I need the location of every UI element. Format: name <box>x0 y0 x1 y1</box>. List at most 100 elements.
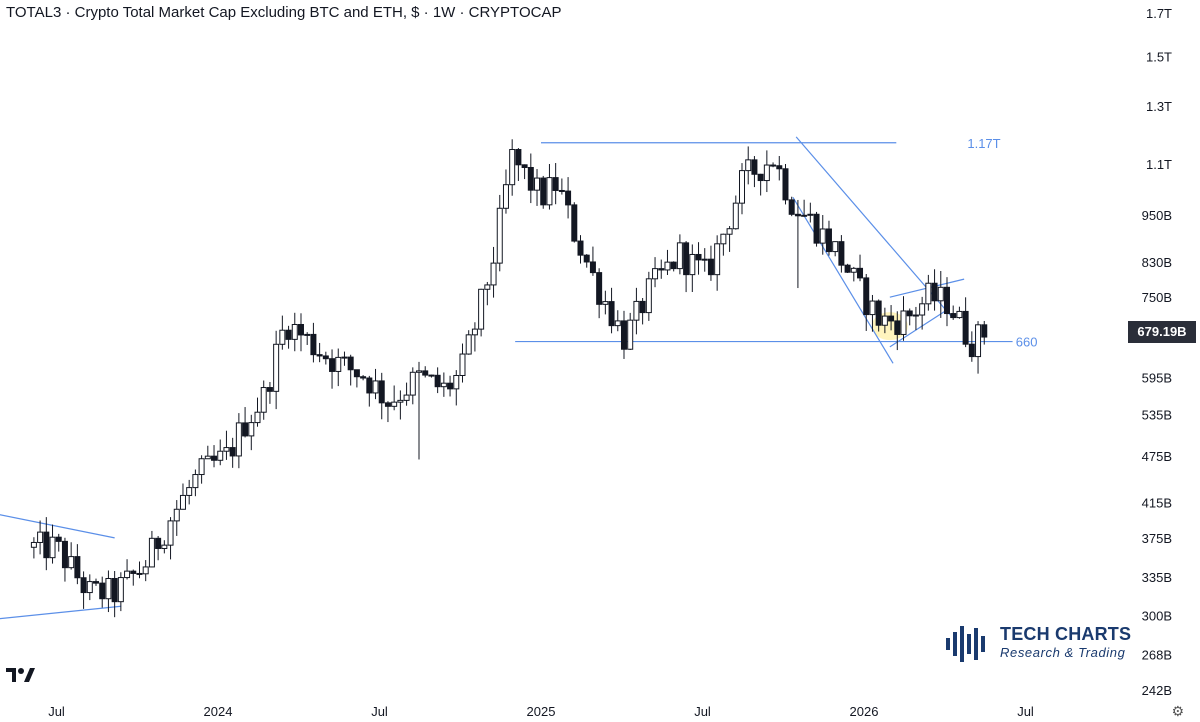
y-tick-label: 1.7T <box>1146 6 1172 21</box>
candle-down <box>55 536 62 542</box>
candle-down <box>329 358 336 372</box>
tradingview-logo-icon <box>6 668 35 682</box>
candle-up <box>745 159 752 172</box>
candle-up <box>198 458 205 476</box>
x-tick-label: Jul <box>48 704 65 719</box>
candle-up <box>124 570 131 579</box>
candle-up <box>248 422 255 437</box>
candle-down <box>962 310 969 345</box>
trendline <box>0 605 122 620</box>
candle-down <box>384 402 391 407</box>
candle-down <box>447 382 454 390</box>
candle-down <box>378 380 385 404</box>
candle-up <box>161 544 168 549</box>
candle-up <box>975 324 982 358</box>
candle-down <box>130 570 137 574</box>
candle-down <box>838 241 845 266</box>
candle-down <box>968 343 975 358</box>
candle-up <box>372 380 379 394</box>
candle-up <box>627 319 634 350</box>
candle-down <box>93 581 100 584</box>
candle-up <box>186 487 193 496</box>
candle-up <box>49 536 56 559</box>
candle-up <box>440 382 447 388</box>
candle-down <box>608 301 615 327</box>
candle-up <box>279 329 286 345</box>
candle-up <box>881 315 888 326</box>
candle-up <box>689 253 696 276</box>
y-tick-label: 375B <box>1142 531 1172 546</box>
x-tick-label: 2025 <box>527 704 556 719</box>
candle-up <box>304 333 311 336</box>
candle-up <box>509 149 516 186</box>
candle-down <box>782 168 789 201</box>
current-price-label: 679.19B <box>1128 320 1196 343</box>
y-tick-label: 535B <box>1142 407 1172 422</box>
candle-down <box>229 447 236 457</box>
candle-down <box>577 240 584 256</box>
candle-down <box>857 267 864 279</box>
y-tick-label: 950B <box>1142 208 1172 223</box>
candle-down <box>931 282 938 302</box>
candle-up <box>676 242 683 270</box>
candle-down <box>360 376 367 379</box>
candle-up <box>30 541 37 548</box>
candle-up <box>453 374 460 390</box>
price-annotation: 1.17T <box>967 136 1000 151</box>
candle-down <box>434 374 441 388</box>
candle-up <box>807 213 814 216</box>
candle-up <box>416 370 423 373</box>
candle-down <box>589 261 596 274</box>
gear-icon[interactable]: ⚙ <box>1171 703 1184 719</box>
candle-up <box>403 394 410 401</box>
candle-down <box>788 199 795 215</box>
candle-down <box>950 313 957 319</box>
candle-down <box>316 354 323 357</box>
candle-up <box>546 177 553 206</box>
y-tick-label: 750B <box>1142 290 1172 305</box>
candle-up <box>925 282 932 305</box>
y-tick-label: 1.5T <box>1146 49 1172 64</box>
trendline <box>889 310 946 348</box>
candle-up <box>801 214 808 217</box>
candle-down <box>695 253 702 261</box>
candle-up <box>633 300 640 321</box>
candle-down <box>527 166 534 191</box>
candle-down <box>43 531 50 559</box>
candle-down <box>813 213 820 244</box>
y-axis: 1.7T 1.5T 1.3T 1.1T 950B 830B 750B 595B 535B 475B… <box>1142 6 1172 698</box>
x-tick-label: Jul <box>371 704 388 719</box>
candle-down <box>825 228 832 253</box>
candle-down <box>639 300 646 314</box>
candle-up <box>335 356 342 372</box>
candle-down <box>558 189 565 192</box>
candle-up <box>720 233 727 245</box>
candle-up <box>142 566 149 575</box>
candle-up <box>397 399 404 403</box>
candle-up <box>478 288 485 330</box>
candle-down <box>428 374 435 377</box>
candle-up <box>819 228 826 244</box>
candle-down <box>211 455 218 461</box>
candle-down <box>310 333 317 356</box>
candle-up <box>614 320 621 327</box>
y-tick-label: 1.1T <box>1146 157 1172 172</box>
x-tick-label: Jul <box>1017 704 1034 719</box>
tradingview-logo[interactable] <box>6 664 36 690</box>
candle-up <box>869 300 876 316</box>
candle-up <box>173 508 180 522</box>
candle-down <box>583 254 590 263</box>
candle-down <box>515 149 522 166</box>
candle-down <box>266 387 273 392</box>
candle-down <box>844 264 851 273</box>
y-tick-label: 415B <box>1142 496 1172 511</box>
candle-down <box>757 173 764 182</box>
candle-down <box>875 300 882 326</box>
candle-up <box>235 422 242 457</box>
candle-down <box>596 272 603 305</box>
brand-tagline: Research & Trading <box>1000 645 1126 660</box>
y-tick-label: 475B <box>1142 449 1172 464</box>
candle-up <box>391 401 398 407</box>
candle-up <box>652 268 659 280</box>
candle-down <box>366 377 373 394</box>
